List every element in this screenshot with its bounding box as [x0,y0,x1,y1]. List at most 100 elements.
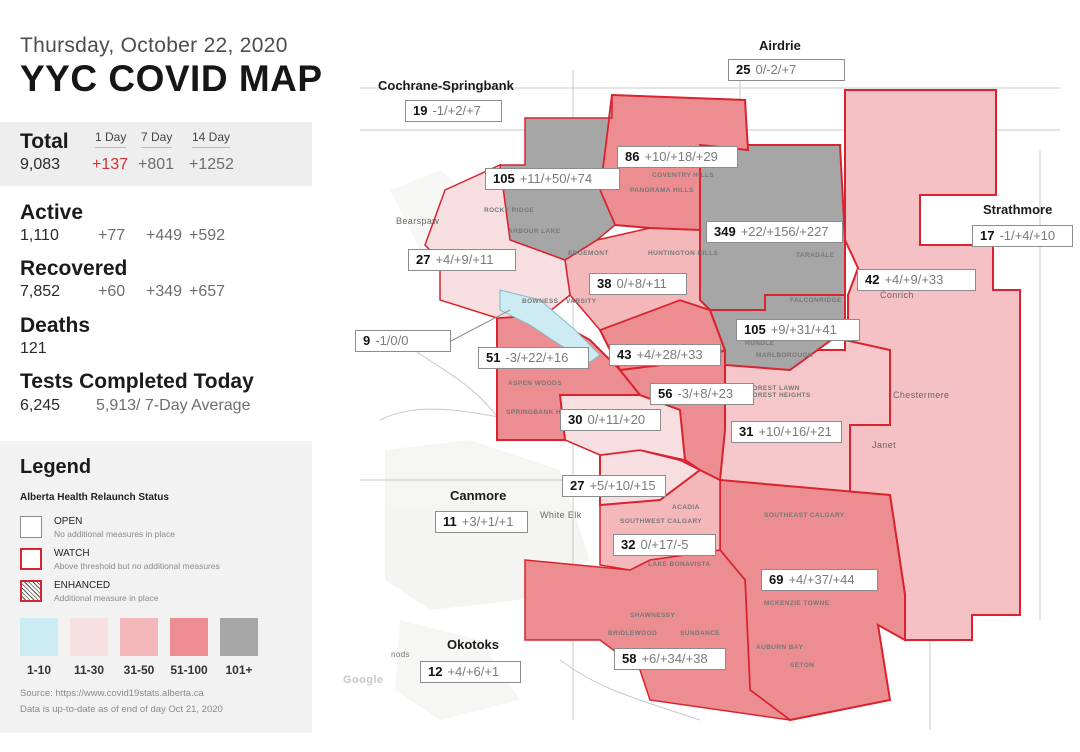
scale-swatch-11-30 [70,618,108,656]
enhanced-swatch [20,580,42,602]
report-date: Thursday, October 22, 2020 [20,34,288,57]
area-tag-43[interactable]: 43 +4/+28/+33 [609,344,721,366]
enhanced-desc: Additional measure in place [54,593,159,603]
label-seton: SETON [790,662,815,669]
area-tag-30[interactable]: 30 0/+11/+20 [560,409,661,431]
recovered-label: Recovered [20,257,128,280]
area-tag-86[interactable]: 86 +10/+18/+29 [617,146,738,168]
open-desc: No additional measures in place [54,529,175,539]
active-1-day: +77 [98,227,126,244]
open-swatch [20,516,42,538]
label-springbank: SPRINGBANK HILL [506,409,572,416]
label-janet: Janet [872,440,897,450]
header-1-day: 1 Day [95,130,127,148]
area-tag-58[interactable]: 58 +6/+34/+38 [614,648,726,670]
label-forest: FOREST LAWN FOREST HEIGHTS [748,385,811,399]
active-label: Active [20,201,84,224]
tests-average: 5,913/ 7-Day Average [96,397,251,414]
recovered-value: 7,852 [20,283,61,300]
label-coventry: COVENTRY HILLS [652,172,714,179]
enhanced-label: ENHANCED [54,580,111,591]
scale-swatch-1-10 [20,618,58,656]
total-value: 9,083 [20,156,61,173]
label-arbour: ARBOUR LAKE [508,228,561,235]
header-14-day: 14 Day [192,130,231,148]
scale-label-11-30: 11-30 [73,663,105,677]
area-tag-105-ne[interactable]: 105 +9/+31/+41 [736,319,860,341]
total-14-day: +1252 [189,156,234,173]
label-nods: nods [391,650,410,659]
label-edgemont: EDGEMONT [568,250,609,257]
header-7-day: 7 Day [141,130,173,148]
label-varsity: VARSITY [566,298,597,305]
label-bridlewood: BRIDLEWOOD [608,630,658,637]
town-canmore: Canmore [450,488,507,503]
total-1-day: +137 [92,156,129,173]
town-strathmore: Strathmore [983,202,1053,217]
area-tag-okotoks[interactable]: 12 +4/+6/+1 [420,661,521,683]
info-panel: Thursday, October 22, 2020 YYC COVID MAP… [0,0,340,752]
watch-label: WATCH [54,548,90,559]
area-tag-9[interactable]: 9 -1/0/0 [355,330,451,352]
area-tag-32[interactable]: 32 0/+17/-5 [613,534,716,556]
scale-swatch-51-100 [170,618,208,656]
active-14-day: +592 [189,227,226,244]
area-tag-51[interactable]: 51 -3/+22/+16 [478,347,589,369]
label-rundle: RUNDLE [745,340,775,347]
label-aspen: ASPEN WOODS [508,380,562,387]
deaths-value: 121 [20,340,47,357]
label-bowness: BOWNESS [522,298,559,305]
area-tag-airdrie[interactable]: 25 0/-2/+7 [728,59,845,81]
label-auburn: AUBURN BAY [756,644,804,651]
total-7-day: +801 [138,156,175,173]
scale-label-101-plus: 101+ [225,663,253,677]
source-note: Source: https://www.covid19stats.alberta… [20,688,204,699]
open-label: OPEN [54,516,83,527]
label-rocky: ROCKY RIDGE [484,207,535,214]
district-regions [424,89,1021,722]
region-42 [844,89,1021,641]
scale-label-31-50: 31-50 [123,663,155,677]
updated-note: Data is up-to-date as of end of day Oct … [20,704,223,715]
area-tag-38[interactable]: 38 0/+8/+11 [589,273,687,295]
scale-swatch-31-50 [120,618,158,656]
recovered-14-day: +657 [189,283,226,300]
area-tag-27-w[interactable]: 27 +4/+9/+11 [408,249,516,271]
area-tag-105-nw[interactable]: 105 +11/+50/+74 [485,168,620,190]
label-bearspaw: Bearspaw [396,216,440,226]
label-mckenzie: MCKENZIE TOWNE [764,600,830,607]
page-title: YYC COVID MAP [20,58,323,99]
area-tag-349[interactable]: 349 +22/+156/+227 [706,221,843,243]
active-7-day: +449 [146,227,183,244]
deaths-label: Deaths [20,314,91,337]
recovered-7-day: +349 [146,283,183,300]
label-acadia: ACADIA [672,504,700,511]
area-tag-56[interactable]: 56 -3/+8/+23 [650,383,754,405]
area-tag-strathmore[interactable]: 17 -1/+4/+10 [972,225,1073,247]
watch-swatch [20,548,42,570]
area-tag-31[interactable]: 31 +10/+16/+21 [731,421,842,443]
label-taradale: TARADALE [796,252,835,259]
area-tag-69[interactable]: 69 +4/+37/+44 [761,569,878,591]
label-panorama: PANORAMA HILLS [630,187,694,194]
label-sundance: SUNDANCE [680,630,721,637]
label-southwest: SOUTHWEST CALGARY [620,518,703,525]
area-tag-27-s[interactable]: 27 +5/+10/+15 [562,475,666,497]
scale-swatch-101-plus [220,618,258,656]
label-falconridge: FALCONRIDGE [790,297,842,304]
legend [0,441,312,733]
label-bonavista: LAKE BONAVISTA [648,561,711,568]
tests-label: Tests Completed Today [20,370,254,393]
total-label: Total [20,130,69,153]
legend-subtitle: Alberta Health Relaunch Status [20,492,169,503]
area-tag-canmore[interactable]: 11 +3/+1/+1 [435,511,528,533]
total-section [0,122,312,186]
leader-lines [450,309,511,342]
area-tag-cochrane[interactable]: 19 -1/+2/+7 [405,100,502,122]
label-southeast: SOUTHEAST CALGARY [764,512,845,519]
town-airdrie: Airdrie [759,38,801,53]
label-whiteelk: White Elk [540,510,582,520]
area-tag-42[interactable]: 42 +4/+9/+33 [857,269,976,291]
label-shawnessy: SHAWNESSY [630,612,676,619]
watch-desc: Above threshold but no additional measur… [54,561,220,571]
